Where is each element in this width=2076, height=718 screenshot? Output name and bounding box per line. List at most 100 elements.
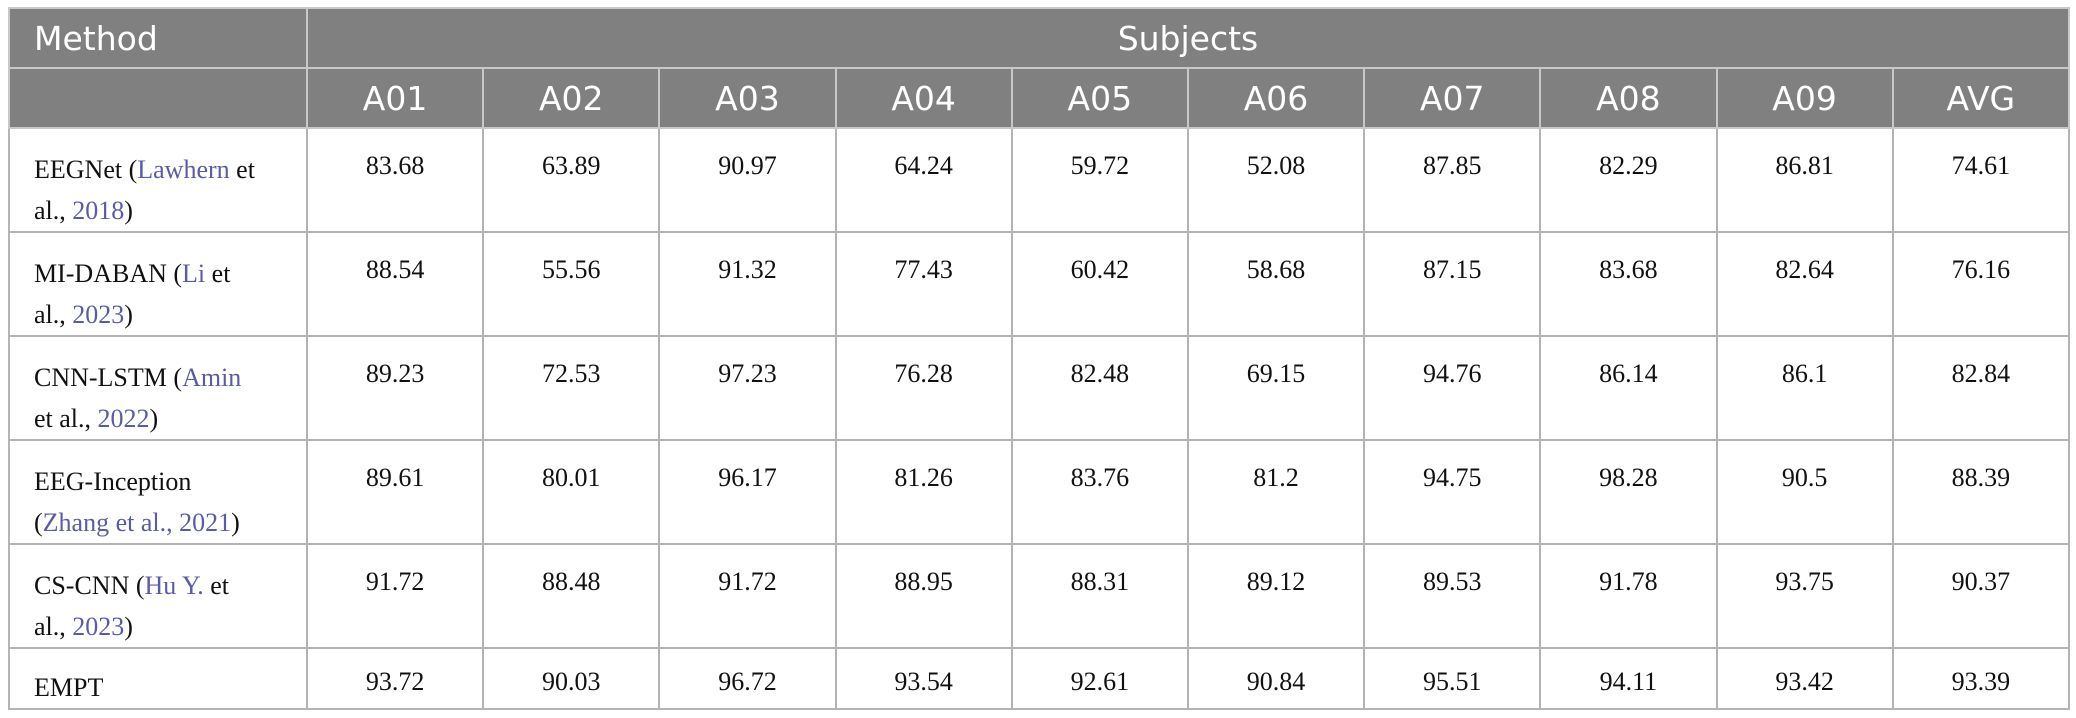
empty-header <box>8 67 308 129</box>
method-text: ) <box>149 404 159 433</box>
method-cell: CNN-LSTM (Amin et al., 2022) <box>8 335 308 441</box>
value-cell: 91.72 <box>305 543 485 649</box>
value-cell: 93.75 <box>1715 543 1894 649</box>
value-cell: 64.24 <box>834 127 1013 233</box>
value-cell: 81.26 <box>834 439 1013 545</box>
column-header: A06 <box>1186 67 1366 129</box>
method-text: ) <box>124 612 133 641</box>
column-header: A04 <box>834 67 1013 129</box>
method-text: et al., <box>34 155 255 225</box>
method-text: EMPT <box>34 673 104 702</box>
value-cell: 83.68 <box>1539 231 1718 337</box>
column-header: A07 <box>1363 67 1542 129</box>
value-cell: 88.48 <box>482 543 661 649</box>
value-cell: 86.14 <box>1539 335 1718 441</box>
value-cell: 91.32 <box>658 231 837 337</box>
citation: Lawhern <box>137 155 230 184</box>
value-cell: 87.15 <box>1363 231 1542 337</box>
value-cell: 76.16 <box>1891 231 2070 337</box>
citation: Amin <box>182 363 242 392</box>
value-cell: 90.03 <box>482 647 661 710</box>
table-row: CNN-LSTM (Amin et al., 2022) 89.23 72.53 97… <box>8 335 2070 441</box>
value-cell: 80.01 <box>482 439 661 545</box>
method-header: Method <box>8 7 308 69</box>
value-cell: 90.97 <box>658 127 837 233</box>
method-text: CNN-LSTM ( <box>34 363 183 392</box>
value-cell: 60.42 <box>1010 231 1189 337</box>
citation: 2023 <box>72 300 125 329</box>
value-cell: 89.61 <box>305 439 485 545</box>
group-header: Subjects <box>306 7 2070 69</box>
method-cell: MI-DABAN (Li et al., 2023) <box>8 231 308 337</box>
value-cell: 88.95 <box>834 543 1013 649</box>
table-row: EEGNet (Lawhern et al., 2018) 83.68 63.89 9… <box>8 127 2070 233</box>
value-cell: 96.17 <box>658 439 837 545</box>
table-row: CS-CNN (Hu Y. et al., 2023) 91.72 88.48 91.… <box>8 543 2070 649</box>
value-cell: 86.81 <box>1715 127 1894 233</box>
citation: 2023 <box>72 612 125 641</box>
method-cell: EEGNet (Lawhern et al., 2018) <box>8 127 308 233</box>
method-text: ) <box>124 196 133 225</box>
column-header: A02 <box>482 67 661 129</box>
value-cell: 91.78 <box>1539 543 1718 649</box>
method-text: et al., <box>34 571 230 641</box>
value-cell: 95.51 <box>1363 647 1542 710</box>
value-cell: 89.23 <box>305 335 485 441</box>
value-cell: 92.61 <box>1010 647 1189 710</box>
value-cell: 55.56 <box>482 231 661 337</box>
value-cell: 98.28 <box>1539 439 1718 545</box>
value-cell: 88.54 <box>305 231 485 337</box>
value-cell: 87.85 <box>1363 127 1542 233</box>
method-text: CS-CNN ( <box>34 571 145 600</box>
citation: Zhang et al., 2021 <box>42 508 232 537</box>
method-text: et al., <box>34 404 98 433</box>
value-cell: 94.11 <box>1539 647 1718 710</box>
value-cell: 93.54 <box>834 647 1013 710</box>
method-cell: EEG-Inception (Zhang et al., 2021) <box>8 439 308 545</box>
value-cell: 90.84 <box>1186 647 1366 710</box>
method-text: EEG-Inception ( <box>34 467 192 537</box>
value-cell: 88.31 <box>1010 543 1189 649</box>
value-cell: 89.12 <box>1186 543 1366 649</box>
method-text: EEGNet ( <box>34 155 138 184</box>
value-cell: 82.64 <box>1715 231 1894 337</box>
method-cell: EMPT <box>8 647 308 710</box>
method-text: ) <box>124 300 133 329</box>
value-cell: 88.39 <box>1891 439 2070 545</box>
citation: 2018 <box>72 196 125 225</box>
column-header: A03 <box>658 67 837 129</box>
value-cell: 83.76 <box>1010 439 1189 545</box>
value-cell: 94.75 <box>1363 439 1542 545</box>
value-cell: 58.68 <box>1186 231 1366 337</box>
table-row: EEG-Inception (Zhang et al., 2021) 89.61 8… <box>8 439 2070 545</box>
value-cell: 97.23 <box>658 335 837 441</box>
value-cell: 93.39 <box>1891 647 2070 710</box>
value-cell: 86.1 <box>1715 335 1894 441</box>
value-cell: 81.2 <box>1186 439 1366 545</box>
column-header: A09 <box>1715 67 1894 129</box>
value-cell: 93.72 <box>305 647 485 710</box>
value-cell: 63.89 <box>482 127 661 233</box>
value-cell: 90.37 <box>1891 543 2070 649</box>
column-header: AVG <box>1891 67 2070 129</box>
results-table: Method Subjects A01 A02 A03 A04 A05 A06 A07 A08… <box>8 7 2070 710</box>
method-text: ) <box>231 508 240 537</box>
value-cell: 94.76 <box>1363 335 1542 441</box>
value-cell: 82.84 <box>1891 335 2070 441</box>
column-header: A01 <box>305 67 485 129</box>
value-cell: 91.72 <box>658 543 837 649</box>
value-cell: 83.68 <box>305 127 485 233</box>
value-cell: 74.61 <box>1891 127 2070 233</box>
table-row: EMPT 93.72 90.03 96.72 93.54 92.61 90.84 95.51 9… <box>8 647 2070 710</box>
value-cell: 77.43 <box>834 231 1013 337</box>
value-cell: 82.29 <box>1539 127 1718 233</box>
value-cell: 76.28 <box>834 335 1013 441</box>
value-cell: 72.53 <box>482 335 661 441</box>
value-cell: 96.72 <box>658 647 837 710</box>
column-header: A08 <box>1539 67 1718 129</box>
value-cell: 69.15 <box>1186 335 1366 441</box>
method-text: et al., <box>34 259 231 329</box>
value-cell: 89.53 <box>1363 543 1542 649</box>
value-cell: 59.72 <box>1010 127 1189 233</box>
